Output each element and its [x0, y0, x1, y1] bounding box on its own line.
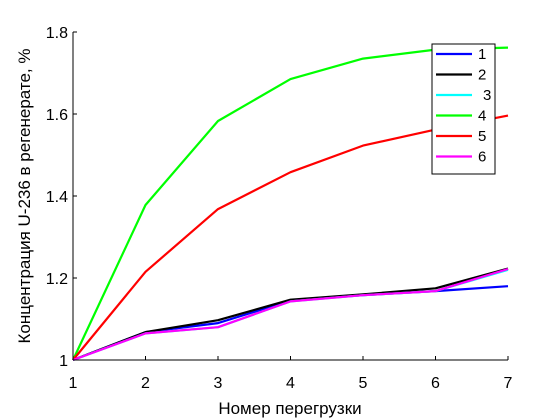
- legend-label-4: 4: [478, 108, 486, 125]
- x-tick-label: 1: [69, 375, 78, 392]
- x-tick-label: 7: [504, 375, 513, 392]
- y-axis: 1 1.2 1.4 1.6 1.8: [46, 25, 77, 370]
- x-tick-label: 2: [141, 375, 150, 392]
- legend-box: [431, 43, 496, 175]
- x-tick-label: 4: [286, 375, 295, 392]
- y-tick-label: 1.2: [46, 271, 68, 288]
- series-layer: [72, 46, 509, 362]
- series-line-6: [72, 267, 509, 362]
- y-tick-label: 1.4: [46, 189, 68, 206]
- legend-label-6: 6: [478, 149, 486, 166]
- x-tick-label: 5: [359, 375, 368, 392]
- y-tick-label: 1.6: [46, 107, 68, 124]
- x-axis: 1 2 3 4 5 6 7: [69, 356, 513, 392]
- legend-label-2: 2: [478, 67, 486, 84]
- x-tick-label: 6: [431, 375, 440, 392]
- y-axis-label: Концентрация U-236 в регенерате, %: [15, 49, 34, 344]
- x-tick-label: 3: [214, 375, 223, 392]
- y-tick-label: 1.8: [46, 25, 68, 42]
- x-axis-label: Номер перегрузки: [218, 399, 361, 418]
- legend-label-5: 5: [478, 128, 486, 145]
- legend-label-1: 1: [478, 46, 486, 63]
- legend: 1 2 3 4 5 6: [431, 43, 496, 175]
- series-line-1: [72, 285, 509, 362]
- series-line-3: [72, 268, 509, 362]
- series-line-2: [72, 267, 509, 362]
- legend-label-3: 3: [483, 87, 491, 104]
- y-tick-label: 1: [59, 353, 68, 370]
